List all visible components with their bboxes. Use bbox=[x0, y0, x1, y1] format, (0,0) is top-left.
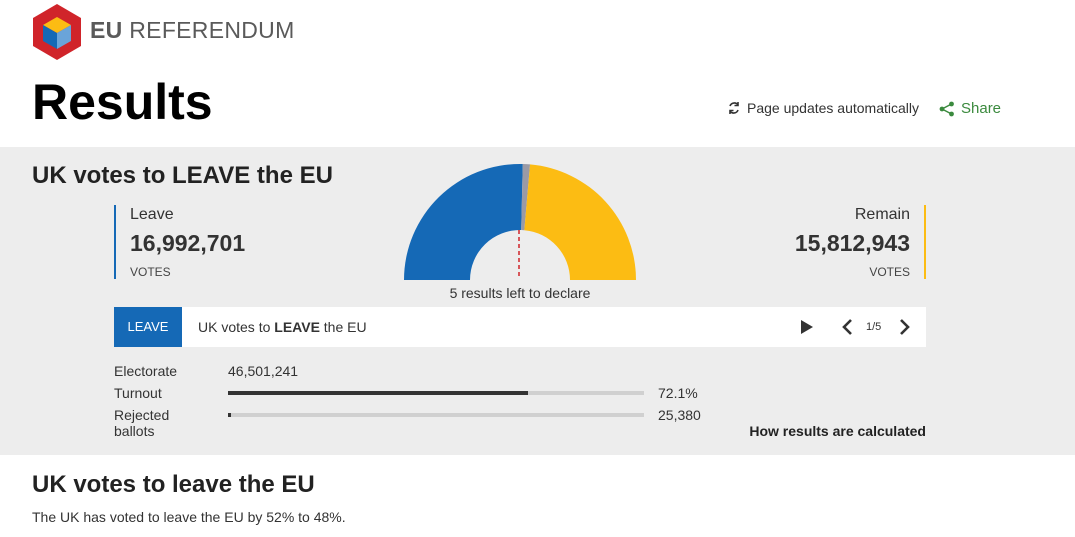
gauge-leave-segment bbox=[404, 164, 523, 280]
brand-rest: REFERENDUM bbox=[129, 17, 295, 43]
previous-button[interactable] bbox=[838, 307, 856, 347]
page-title: Results bbox=[32, 74, 213, 130]
share-button[interactable]: Share bbox=[939, 100, 1001, 117]
ticker-text: UK votes to LEAVE the EU bbox=[198, 319, 367, 335]
remain-votes: 15,812,943 bbox=[794, 230, 910, 256]
share-icon bbox=[939, 101, 954, 116]
results-panel: UK votes to LEAVE the EU Leave 16,992,70… bbox=[0, 147, 1075, 455]
remain-total: Remain 15,812,943 VOTES bbox=[795, 205, 926, 279]
auto-update-text: Page updates automatically bbox=[747, 100, 919, 116]
remain-label: Remain bbox=[854, 206, 910, 223]
brand-title: EU REFERENDUM bbox=[90, 17, 295, 44]
rejected-label: Rejected ballots bbox=[114, 407, 169, 439]
ticker-post: the EU bbox=[319, 319, 367, 335]
results-left-to-declare: 5 results left to declare bbox=[449, 285, 591, 301]
headline-post: the EU bbox=[250, 162, 333, 189]
turnout-value: 72.1% bbox=[658, 385, 698, 401]
turnout-bar-fill bbox=[228, 391, 528, 395]
next-button[interactable] bbox=[896, 307, 914, 347]
play-button[interactable] bbox=[797, 307, 817, 347]
result-ticker: LEAVE UK votes to LEAVE the EU 1/5 bbox=[114, 307, 926, 347]
rejected-bar bbox=[228, 413, 644, 417]
headline-bold: LEAVE bbox=[172, 162, 251, 189]
rejected-label-line2: ballots bbox=[114, 423, 155, 439]
gauge-undeclared-segment bbox=[521, 164, 531, 231]
ticker-pager: 1/5 bbox=[866, 321, 882, 333]
ticker-pre: UK votes to bbox=[198, 319, 275, 335]
leave-votes-unit: VOTES bbox=[130, 265, 171, 279]
result-headline: UK votes to LEAVE the EU bbox=[32, 162, 333, 190]
gauge-remain-segment bbox=[524, 164, 636, 280]
leave-total: Leave 16,992,701 VOTES bbox=[114, 205, 245, 279]
chevron-right-icon bbox=[900, 319, 910, 335]
refresh-icon bbox=[729, 102, 739, 114]
turnout-bar bbox=[228, 391, 644, 395]
rejected-value: 25,380 bbox=[658, 407, 701, 423]
eu-referendum-logo[interactable] bbox=[32, 4, 82, 60]
brand-bold: EU bbox=[90, 17, 123, 43]
headline-pre: UK votes to bbox=[32, 162, 173, 189]
electorate-value: 46,501,241 bbox=[228, 363, 299, 379]
turnout-label: Turnout bbox=[114, 385, 162, 401]
article-summary: The UK has voted to leave the EU by 52% … bbox=[32, 509, 346, 525]
electorate-label: Electorate bbox=[114, 363, 178, 379]
share-label: Share bbox=[961, 100, 1002, 117]
remain-votes-unit: VOTES bbox=[869, 265, 910, 279]
how-results-calculated-link[interactable]: How results are calculated bbox=[749, 423, 926, 439]
auto-update-indicator: Page updates automatically bbox=[727, 100, 919, 116]
play-icon bbox=[801, 320, 813, 334]
result-gauge bbox=[404, 164, 636, 280]
rejected-label-line1: Rejected bbox=[114, 407, 170, 423]
article-headline: UK votes to leave the EU bbox=[32, 471, 315, 498]
leave-label: Leave bbox=[130, 206, 174, 223]
rejected-bar-fill bbox=[228, 413, 232, 417]
leave-votes: 16,992,701 bbox=[130, 230, 246, 256]
ticker-bold: LEAVE bbox=[274, 319, 320, 335]
chevron-left-icon bbox=[842, 319, 852, 335]
leave-badge: LEAVE bbox=[114, 307, 182, 347]
